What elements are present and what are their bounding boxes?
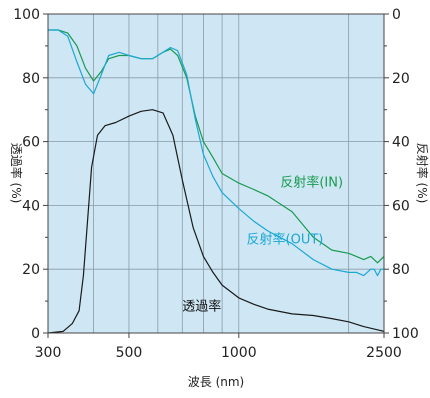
series-line <box>47 29 385 277</box>
series-label: 反射率(IN) <box>280 174 343 190</box>
series-label: 透過率 <box>182 299 221 315</box>
series-label: 反射率(OUT) <box>247 232 324 248</box>
y-axis-title-right: 反射率 (%) <box>415 143 430 204</box>
y-axis-title-left: 透過率 (%) <box>9 143 24 204</box>
y-tick-label-right: 100 <box>392 326 419 342</box>
x-tick-label: 500 <box>116 345 143 361</box>
x-tick-label: 1000 <box>221 345 257 361</box>
axis-ticks <box>43 13 389 338</box>
plot-background <box>48 14 384 333</box>
tick-labels: 0 20 40 60 80 100 100 80 60 40 20 0 300 500 1000 2500 <box>13 7 418 361</box>
x-axis-title: 波長 (nm) <box>188 375 244 389</box>
y-tick-label-left: 40 <box>22 198 40 214</box>
series-line <box>47 109 385 334</box>
y-tick-label-left: 60 <box>22 135 40 151</box>
x-tick-label: 300 <box>35 345 62 361</box>
y-tick-label-right: 40 <box>392 135 410 151</box>
annotations: 反射率(IN) 反射率(OUT) 透過率 <box>182 174 343 314</box>
x-tick-label: 2500 <box>366 345 402 361</box>
y-tick-label-right: 20 <box>392 71 410 87</box>
y-tick-label-left: 80 <box>22 71 40 87</box>
y-tick-label-left: 100 <box>13 7 40 23</box>
y-tick-label-right: 80 <box>392 262 410 278</box>
series-lines <box>47 29 385 334</box>
y-tick-label-left: 0 <box>31 326 40 342</box>
y-tick-label-left: 20 <box>22 262 40 278</box>
y-tick-label-right: 60 <box>392 198 410 214</box>
y-tick-label-right: 0 <box>392 7 401 23</box>
